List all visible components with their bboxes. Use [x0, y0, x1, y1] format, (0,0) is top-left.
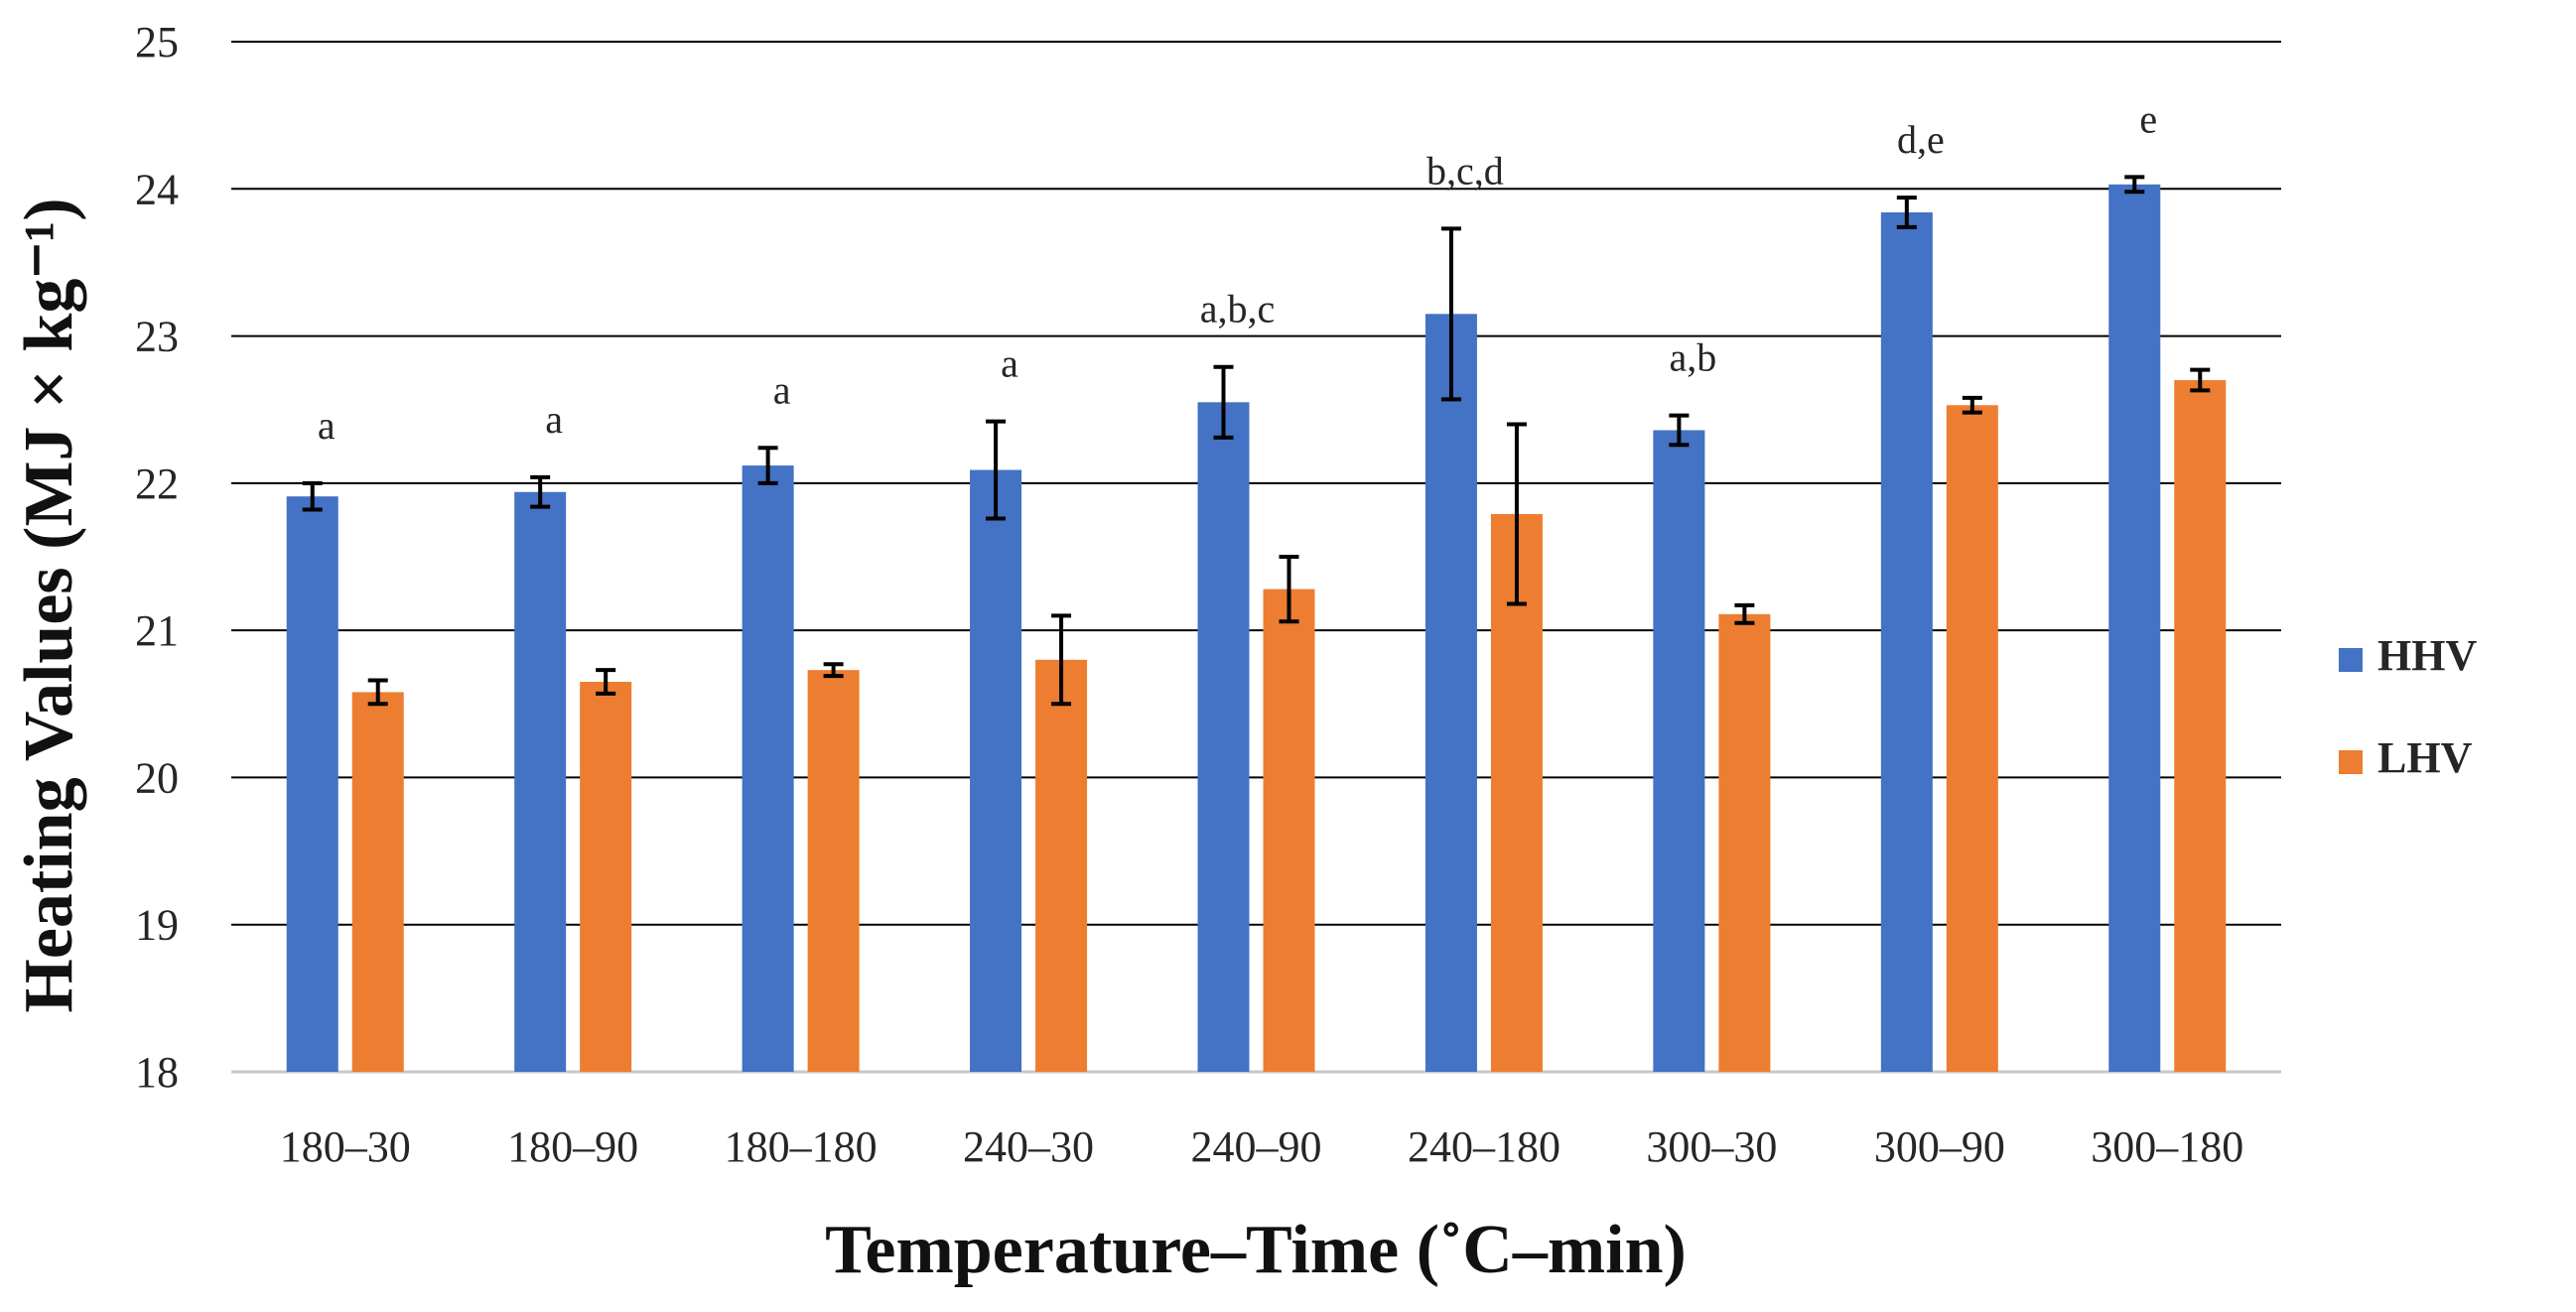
bars: a a a a a,b,c b,c,d a,b d,e e	[286, 96, 2227, 1073]
significance-label: d,e	[1897, 117, 1945, 162]
bar-hhv	[1880, 212, 1933, 1073]
y-tick-label: 21	[135, 606, 179, 655]
y-tick-label: 24	[135, 165, 179, 213]
significance-label: b,c,d	[1426, 148, 1504, 193]
bar-lhv	[1718, 613, 1771, 1072]
y-tick-label: 18	[135, 1048, 179, 1097]
bar-hhv	[970, 469, 1022, 1072]
x-tick-label: 180–180	[725, 1122, 878, 1171]
bar-hhv	[286, 496, 339, 1072]
x-tick-label: 240–30	[963, 1122, 1094, 1171]
y-axis-title: Heating Values (MJ × kg⁻¹)	[11, 197, 87, 1012]
bar-lhv	[1490, 513, 1543, 1072]
legend: HHV LHV	[2339, 631, 2477, 782]
x-axis-ticks: 180–30 180–90 180–180 240–30 240–90 240–180 30…	[280, 1122, 2244, 1171]
legend-swatch-hhv	[2339, 648, 2363, 672]
legend-label-hhv: HHV	[2377, 631, 2477, 680]
y-tick-label: 22	[135, 459, 179, 508]
x-tick-label: 300–180	[2091, 1122, 2243, 1171]
x-tick-label: 300–90	[1874, 1122, 2005, 1171]
legend-label-lhv: LHV	[2377, 733, 2473, 782]
x-tick-label: 180–30	[280, 1122, 411, 1171]
bar-hhv	[742, 465, 794, 1072]
bar-hhv	[1424, 314, 1477, 1072]
significance-label: a	[1001, 341, 1018, 386]
x-axis-title: Temperature–Time (˚C–min)	[825, 1212, 1687, 1288]
legend-swatch-lhv	[2339, 750, 2363, 774]
bar-hhv	[514, 491, 567, 1072]
x-tick-label: 240–90	[1191, 1122, 1322, 1171]
bar-lhv	[1035, 659, 1088, 1072]
y-tick-label: 23	[135, 313, 179, 361]
bar-lhv	[807, 670, 860, 1072]
x-tick-label: 240–180	[1408, 1122, 1560, 1171]
significance-label: e	[2139, 96, 2157, 141]
bar-lhv	[2174, 380, 2227, 1072]
x-tick-label: 300–30	[1646, 1122, 1777, 1171]
significance-label: a	[545, 397, 563, 442]
significance-label: a	[773, 367, 791, 412]
x-tick-label: 180–90	[507, 1122, 638, 1171]
y-tick-label: 19	[135, 901, 179, 950]
bar-hhv	[2108, 184, 2161, 1072]
gridlines	[231, 41, 2281, 1074]
bar-lhv	[351, 692, 404, 1072]
bar-hhv	[1653, 430, 1705, 1073]
bar-hhv	[1197, 402, 1250, 1072]
bar-lhv	[580, 682, 632, 1072]
bar-lhv	[1946, 405, 1998, 1072]
y-tick-label: 25	[135, 18, 179, 66]
significance-label: a,b,c	[1200, 287, 1276, 331]
significance-label: a	[318, 403, 336, 448]
y-tick-label: 20	[135, 753, 179, 802]
bar-lhv	[1263, 589, 1315, 1072]
significance-label: a,b	[1670, 335, 1717, 380]
y-axis-ticks: 18 19 20 21 22 23 24 25	[135, 18, 179, 1097]
